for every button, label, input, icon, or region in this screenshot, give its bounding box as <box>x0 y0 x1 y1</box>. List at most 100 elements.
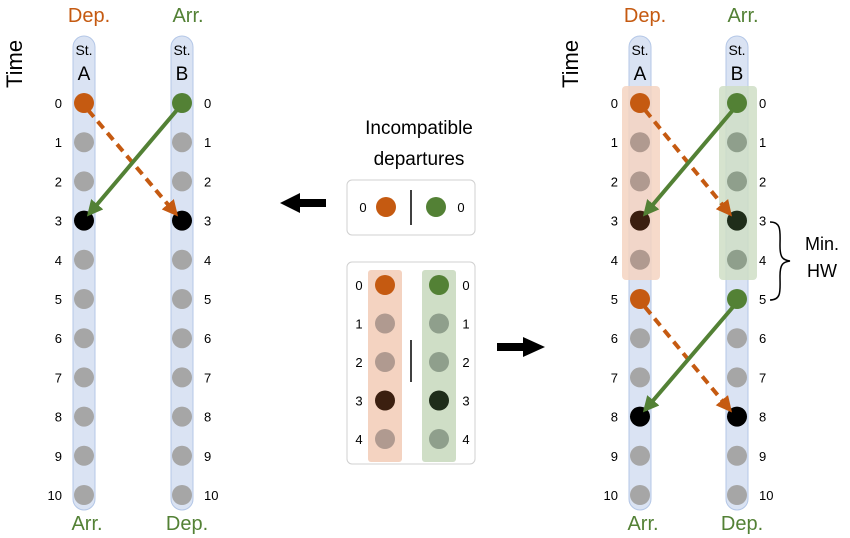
left-b-tick-label: 5 <box>204 292 211 307</box>
station-a-rail <box>72 35 96 511</box>
right-b-dot <box>727 367 747 388</box>
right-b-dot <box>727 485 747 505</box>
headway-ticks-right: 0 1 2 3 4 <box>462 278 469 447</box>
left-a-tick-label: 9 <box>55 449 62 464</box>
left-a-tick-label: 1 <box>55 135 62 150</box>
time-axis-label: Time <box>2 40 27 88</box>
left-a-tick-label: 6 <box>55 331 62 346</box>
left-a-dot <box>74 367 94 388</box>
left-b-dot <box>172 289 192 309</box>
right-b-tick-label: 2 <box>759 174 766 189</box>
right-a-tick-label: 8 <box>611 410 618 425</box>
right-a-dot <box>630 249 650 270</box>
min-hw-label-line2: HW <box>807 261 837 281</box>
train-b-to-a-arrow <box>86 108 179 217</box>
headway-orange-dot <box>375 313 395 334</box>
right-a-dot <box>630 132 650 153</box>
left-dots-station-a <box>74 93 94 505</box>
headway-orange-dot <box>375 429 395 449</box>
headway-green-dot <box>429 352 449 372</box>
left-time-ticks-b: 0 1 2 3 4 5 6 7 8 9 10 <box>204 96 218 503</box>
headway-green-dot <box>429 313 449 334</box>
right-time-ticks-b: 0 1 2 3 4 5 6 7 8 9 10 <box>759 96 773 503</box>
right-train1-green-arrow <box>642 108 735 217</box>
incompatible-green-dot <box>426 197 446 217</box>
left-b-dot <box>172 171 192 192</box>
right-a-dot <box>630 328 650 349</box>
left-b-dot <box>172 406 192 427</box>
right-a-dot <box>630 445 650 466</box>
right-a-tick-label: 6 <box>611 331 618 346</box>
right-a-tick-label: 0 <box>611 96 618 111</box>
left-a-dot <box>74 93 94 113</box>
left-b-tick-label: 6 <box>204 331 211 346</box>
right-b-dot <box>727 289 747 309</box>
right-a-tick-label: 4 <box>611 253 618 268</box>
left-b-dot <box>172 328 192 349</box>
right-a-tick-label: 10 <box>604 488 618 503</box>
left-a-dot <box>74 485 94 505</box>
left-b-dot <box>172 485 192 505</box>
right-b-tick-label: 6 <box>759 331 766 346</box>
right-b-dot <box>727 445 747 466</box>
min-hw-label-line1: Min. <box>805 234 839 254</box>
right-station-a-st-label: St. <box>631 42 648 58</box>
right-arrow <box>497 337 545 357</box>
left-b-dot <box>172 93 192 113</box>
right-b-tick-label: 10 <box>759 488 773 503</box>
station-b-arr-label: Arr. <box>172 5 203 27</box>
left-a-tick-label: 0 <box>55 96 62 111</box>
right-a-tick-label: 2 <box>611 174 618 189</box>
left-b-tick-label: 0 <box>204 96 211 111</box>
right-a-dot <box>630 93 650 113</box>
incompatible-orange-dot <box>376 197 396 217</box>
left-a-tick-label: 5 <box>55 292 62 307</box>
right-b-dot <box>727 132 747 153</box>
right-a-tick-label: 7 <box>611 370 618 385</box>
right-station-a-arr-label: Arr. <box>627 513 658 535</box>
left-a-dot <box>74 289 94 309</box>
left-a-dot <box>74 328 94 349</box>
left-a-dot <box>74 445 94 466</box>
left-b-tick-label: 1 <box>204 135 211 150</box>
time-axis-label-right: Time <box>558 40 583 88</box>
station-a-arr-label: Arr. <box>71 513 102 535</box>
right-b-dot <box>727 210 747 231</box>
left-dots-station-b <box>172 93 192 505</box>
right-a-tick-label: 5 <box>611 292 618 307</box>
station-a-dep-label: Dep. <box>68 5 110 27</box>
left-a-tick-label: 2 <box>55 174 62 189</box>
right-b-dot <box>727 406 747 427</box>
right-timetable: Time Dep. Arr. St. A St. B 012345678910 … <box>558 5 839 535</box>
left-timetable: Time Dep. Arr. St. A St. B 012345678910 … <box>2 5 218 535</box>
left-b-tick-label: 10 <box>204 488 218 503</box>
left-b-dot <box>172 445 192 466</box>
left-b-tick-label: 2 <box>204 174 211 189</box>
right-station-b-name: B <box>731 64 744 85</box>
right-station-a-dep-label: Dep. <box>624 5 666 27</box>
right-a-dot <box>630 171 650 192</box>
headway-left-tick-label: 4 <box>355 432 362 447</box>
right-b-tick-label: 3 <box>759 214 766 229</box>
left-b-dot <box>172 249 192 270</box>
center-legend: Incompatible departures 0 0 0 1 2 3 4 0 1 2 3 4 <box>346 118 476 465</box>
left-b-tick-label: 9 <box>204 449 211 464</box>
headway-left-tick-label: 0 <box>355 278 362 293</box>
left-a-dot <box>74 132 94 153</box>
right-station-a-name: A <box>634 64 647 85</box>
right-train2-green-arrow <box>642 305 735 413</box>
headway-orange-dot <box>375 390 395 411</box>
headway-orange-dot <box>375 275 395 295</box>
right-station-b-arr-label: Arr. <box>727 5 758 27</box>
left-a-tick-label: 3 <box>55 214 62 229</box>
right-a-tick-label: 1 <box>611 135 618 150</box>
station-b-st-label: St. <box>173 42 190 58</box>
left-b-tick-label: 4 <box>204 253 211 268</box>
headway-dots-green <box>429 275 449 449</box>
left-a-dot <box>74 249 94 270</box>
left-a-tick-label: 8 <box>55 410 62 425</box>
right-a-tick-label: 3 <box>611 214 618 229</box>
right-b-tick-label: 5 <box>759 292 766 307</box>
right-b-tick-label: 4 <box>759 253 766 268</box>
